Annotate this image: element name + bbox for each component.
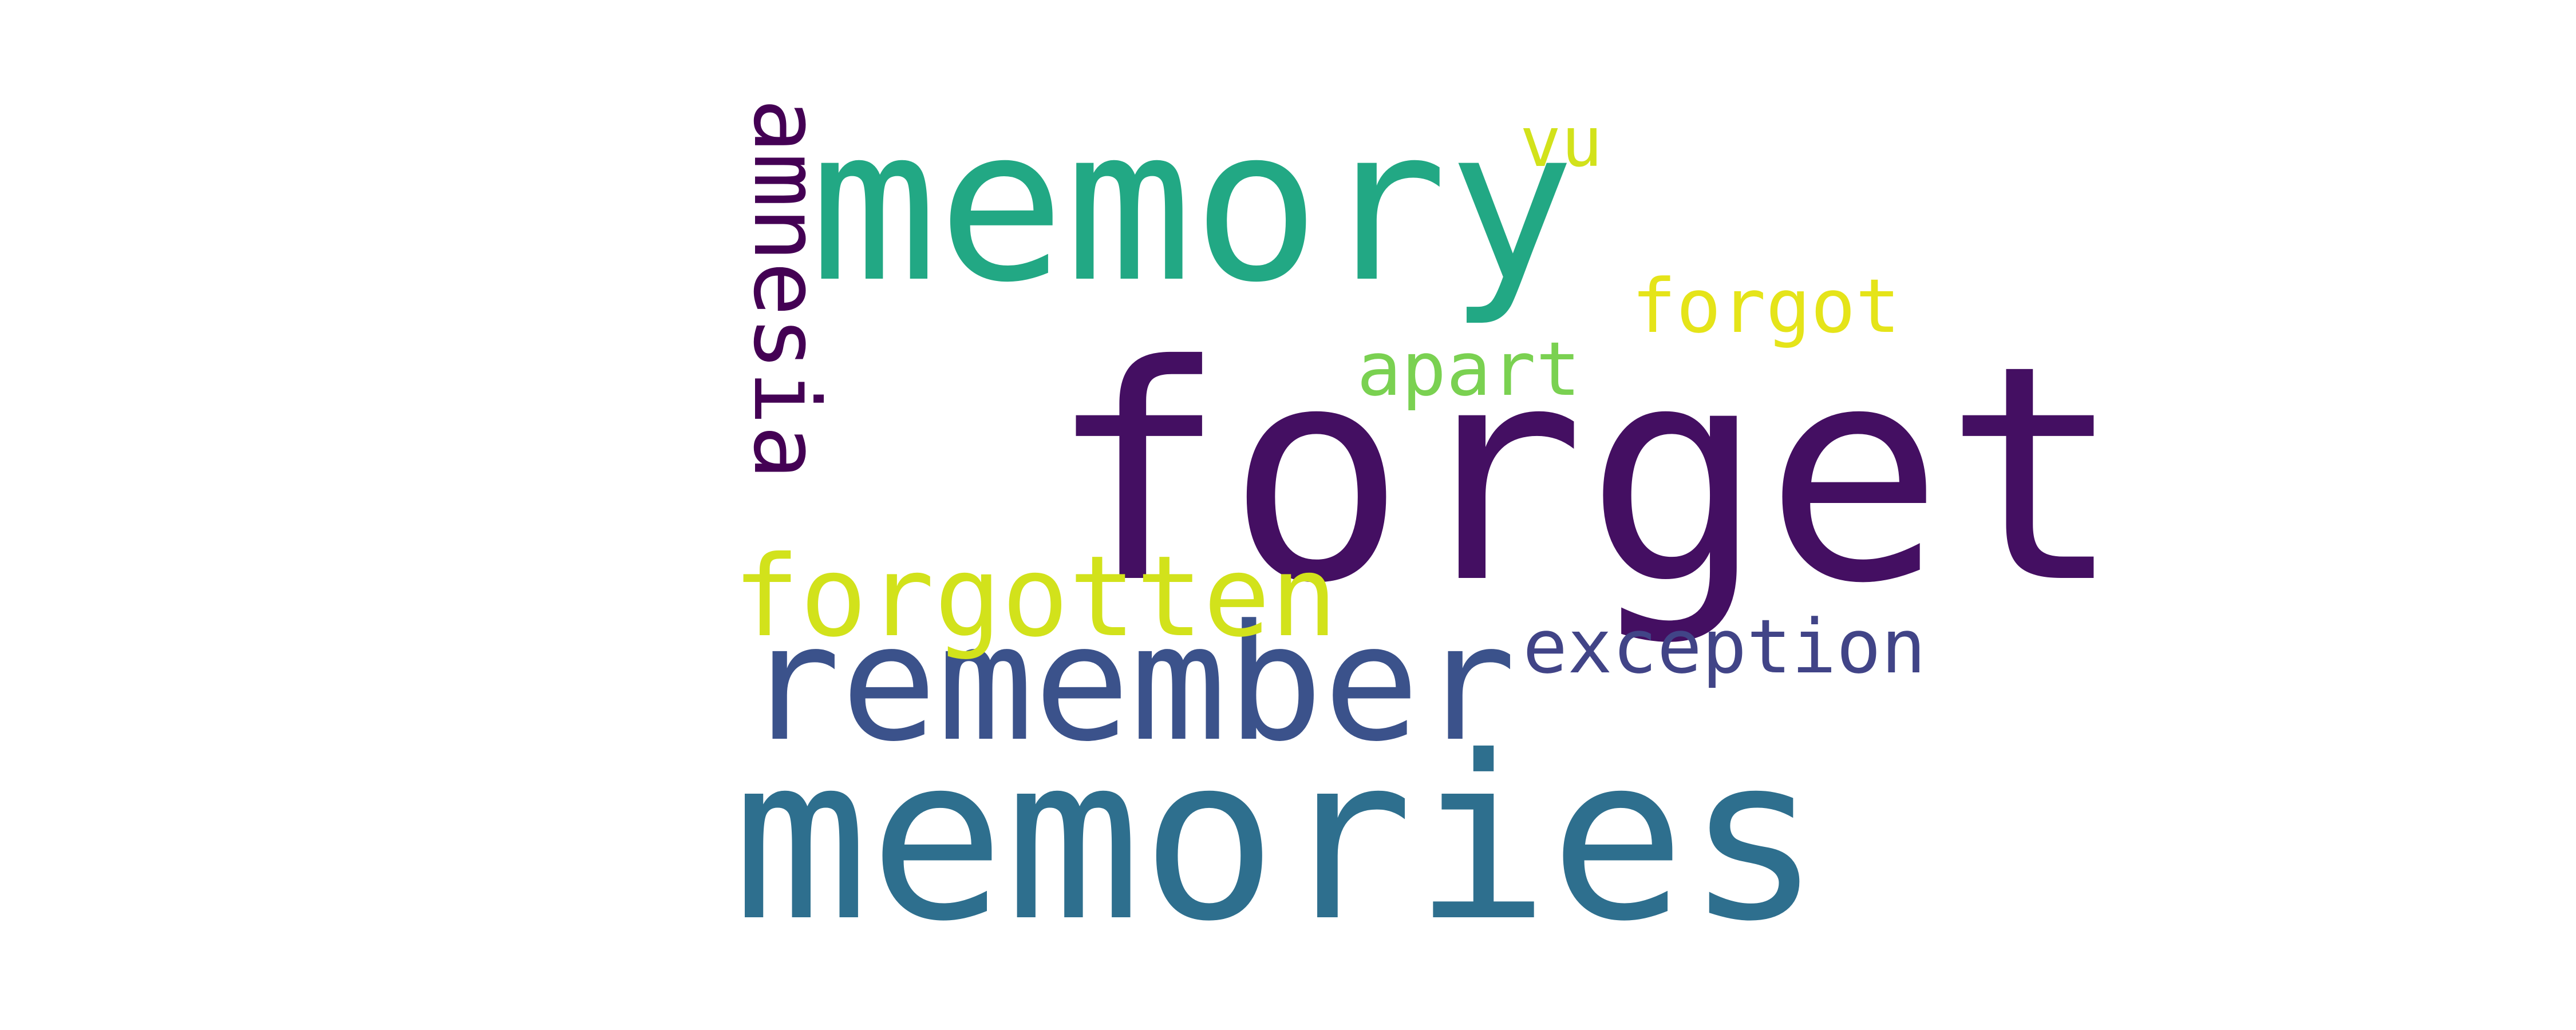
word-memories: memories xyxy=(733,708,1822,971)
word-vu: vu xyxy=(1520,103,1603,183)
word-forgotten: forgotten xyxy=(733,532,1338,661)
word-memory: memory xyxy=(810,83,1575,329)
word-apart: apart xyxy=(1357,326,1581,413)
word-forgot: forgot xyxy=(1631,263,1901,350)
word-remember: remember xyxy=(744,591,1516,777)
word-amnesia: amnesia xyxy=(733,98,839,480)
word-exception: exception xyxy=(1523,603,1926,690)
word-forget: forget xyxy=(1048,302,2123,648)
